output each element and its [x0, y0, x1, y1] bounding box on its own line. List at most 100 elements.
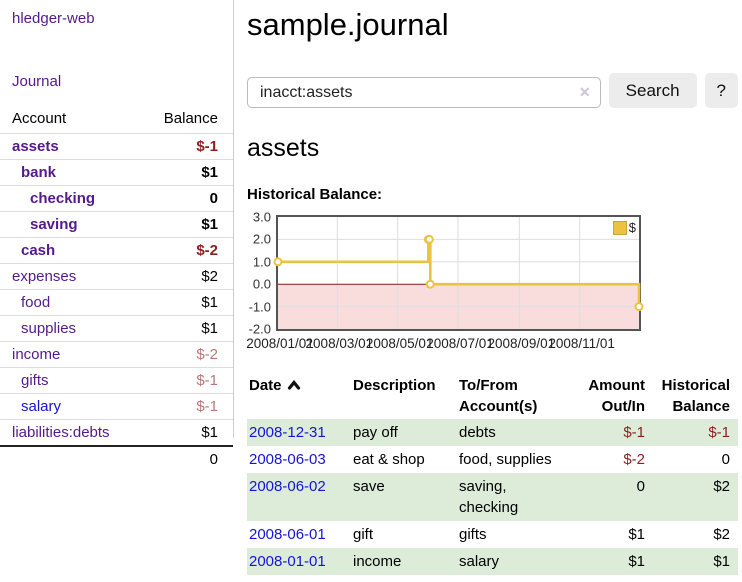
transaction-row: 2008-06-02 save saving, checking 0 $2: [247, 473, 738, 521]
account-balance: $-2: [142, 237, 233, 264]
transaction-row: 2008-01-01 income salary $1 $1: [247, 548, 738, 575]
chart-plot-area: $: [273, 215, 644, 331]
sidebar-account-link[interactable]: saving: [30, 216, 78, 233]
sidebar-account-link[interactable]: checking: [30, 190, 96, 207]
account-row: food $1: [0, 289, 233, 316]
sidebar: hledger-web Journal Account Balance asse…: [0, 0, 234, 472]
legend-swatch: [612, 220, 627, 235]
transaction-balance: $1: [713, 553, 730, 570]
main-content: sample.journal ✕ Search ? assets Histori…: [234, 0, 742, 575]
account-row: expenses $2: [0, 263, 233, 290]
chart-label: Historical Balance:: [247, 186, 383, 203]
app-brand-link[interactable]: hledger-web: [12, 10, 95, 27]
x-tick-label: 2008/01/01: [246, 336, 314, 351]
search-form: ✕ Search ?: [247, 73, 738, 108]
transaction-description: eat & shop: [353, 451, 425, 468]
sidebar-account-link[interactable]: salary: [21, 398, 62, 415]
sidebar-account-link[interactable]: food: [21, 294, 51, 311]
account-balance: $1: [142, 289, 233, 316]
accounts-header-balance: Balance: [142, 105, 233, 134]
accounts-table: Account Balance assets $-1 bank $1 checking 0…: [0, 105, 233, 472]
account-row: checking 0: [0, 185, 233, 212]
clear-search-icon[interactable]: ✕: [578, 84, 591, 100]
search-input[interactable]: [247, 77, 601, 108]
account-row: income $-2: [0, 341, 233, 368]
x-tick-label: 2008/09/01: [487, 336, 556, 351]
x-tick-label: 2008/03/01: [305, 336, 374, 351]
column-header-to-from-account-s: To/From Account(s): [459, 377, 538, 415]
transaction-amount: 0: [636, 478, 645, 495]
transaction-balance: 0: [721, 451, 730, 468]
account-balance: $-1: [142, 133, 233, 160]
page-title: sample.journal: [247, 7, 449, 42]
transaction-row: 2008-06-01 gift gifts $1 $2: [247, 521, 738, 548]
search-button[interactable]: Search: [608, 73, 697, 108]
search-box: ✕: [247, 77, 601, 108]
help-button[interactable]: ?: [704, 73, 738, 108]
account-row: supplies $1: [0, 315, 233, 342]
transaction-accounts: debts: [459, 424, 496, 441]
transaction-date-link[interactable]: 2008-06-01: [249, 526, 326, 543]
transaction-row: 2008-12-31 pay off debts $-1 $-1: [247, 419, 738, 446]
y-tick-label: 0.0: [252, 276, 271, 292]
register-table-body: 2008-12-31 pay off debts $-1 $-1 2008-06-03 ea…: [247, 419, 738, 575]
transaction-balance: $2: [713, 526, 730, 543]
account-row: bank $1: [0, 159, 233, 186]
legend-label: $: [628, 220, 636, 235]
accounts-header-row: Account Balance: [0, 105, 233, 134]
account-row: gifts $-1: [0, 367, 233, 394]
y-tick-label: 1.0: [252, 254, 271, 270]
sidebar-account-link[interactable]: supplies: [21, 320, 77, 337]
sidebar-account-link[interactable]: expenses: [12, 268, 77, 285]
transaction-accounts: food, supplies: [459, 451, 552, 468]
sidebar-account-link[interactable]: liabilities:debts: [12, 424, 110, 441]
sidebar-account-link[interactable]: bank: [21, 164, 57, 181]
historical-balance-chart: 3.0 2.0 1.0 0.0 -1.0 -2.0 $: [247, 211, 738, 336]
transaction-date-link[interactable]: 2008-06-02: [249, 478, 326, 495]
x-tick-label: 2008/05/01: [365, 336, 434, 351]
chart-canvas: [273, 217, 644, 329]
sort-ascending-icon: [287, 379, 300, 390]
sidebar-account-link[interactable]: gifts: [21, 372, 49, 389]
sidebar-account-link[interactable]: assets: [12, 138, 59, 155]
account-row: liabilities:debts $1: [0, 419, 233, 446]
transaction-row: 2008-06-03 eat & shop food, supplies $-2 0: [247, 446, 738, 473]
account-balance: $1: [142, 159, 233, 186]
transaction-description: save: [353, 478, 385, 495]
transaction-amount: $1: [628, 526, 645, 543]
transaction-balance: $-1: [708, 424, 730, 441]
sidebar-item-journal[interactable]: Journal: [12, 73, 62, 90]
transaction-amount: $-2: [623, 451, 645, 468]
chart-legend: $: [612, 220, 636, 235]
account-row: saving $1: [0, 211, 233, 238]
chart-x-axis: 2008/01/01 2008/03/01 2008/05/01 2008/07/01…: [246, 336, 738, 352]
account-balance: $1: [142, 315, 233, 342]
account-page-title: assets: [247, 134, 320, 162]
y-tick-label: 3.0: [252, 209, 271, 225]
transaction-date-link[interactable]: 2008-01-01: [249, 553, 326, 570]
sidebar-account-link[interactable]: income: [12, 346, 61, 363]
y-tick-label: -2.0: [248, 321, 271, 337]
transaction-date-link[interactable]: 2008-06-03: [249, 451, 326, 468]
account-balance: $1: [142, 211, 233, 238]
transaction-description: gift: [353, 526, 374, 543]
transaction-accounts: salary: [459, 553, 500, 570]
account-balance: $2: [142, 263, 233, 290]
register-table: Date Description To/From Account(s) Amount …: [247, 373, 738, 575]
accounts-total-row: 0: [0, 445, 233, 472]
account-row: salary $-1: [0, 393, 233, 420]
account-balance: $-1: [142, 367, 233, 394]
transaction-amount: $1: [628, 553, 645, 570]
column-header-date[interactable]: Date: [247, 373, 345, 419]
x-tick-label: 2008/07/01: [426, 336, 494, 351]
account-balance: 0: [142, 185, 233, 212]
column-header-amount-out-in: Amount Out/In: [588, 377, 645, 415]
transaction-description: pay off: [353, 424, 398, 441]
account-balance: $-1: [142, 393, 233, 420]
chart-y-axis: 3.0 2.0 1.0 0.0 -1.0 -2.0: [247, 211, 276, 336]
transaction-date-link[interactable]: 2008-12-31: [249, 424, 326, 441]
y-tick-label: -1.0: [248, 299, 271, 315]
register-header-row: Date Description To/From Account(s) Amount …: [247, 373, 738, 419]
sidebar-account-link[interactable]: cash: [21, 242, 56, 259]
accounts-header-account: Account: [0, 105, 143, 134]
